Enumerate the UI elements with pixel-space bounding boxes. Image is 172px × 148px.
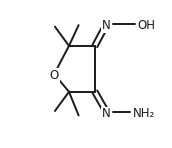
Text: N: N bbox=[102, 19, 111, 32]
Text: N: N bbox=[102, 107, 111, 120]
Text: NH₂: NH₂ bbox=[133, 107, 156, 120]
Text: OH: OH bbox=[138, 19, 156, 32]
Text: O: O bbox=[50, 69, 59, 82]
